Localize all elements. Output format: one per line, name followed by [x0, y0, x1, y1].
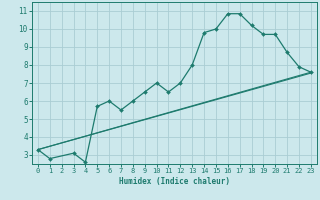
X-axis label: Humidex (Indice chaleur): Humidex (Indice chaleur)	[119, 177, 230, 186]
